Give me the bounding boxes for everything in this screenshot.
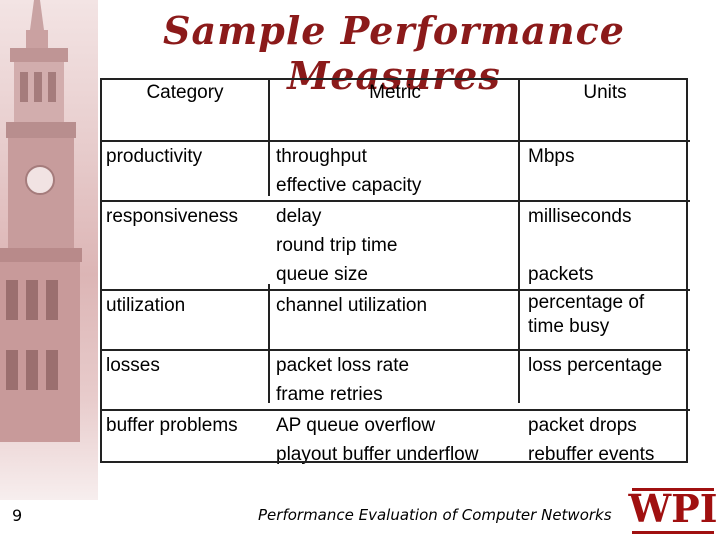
table-row: losses packet loss rate frame retries lo… (100, 349, 690, 410)
metric-cell: packet loss rate frame retries (270, 349, 520, 410)
units-cell: loss percentage (520, 349, 690, 410)
category-cell: responsiveness (100, 200, 270, 290)
units-cell: milliseconds packets (520, 200, 690, 290)
metric-text: throughput (276, 146, 367, 167)
units-cell: percentage of time busy (520, 289, 690, 350)
metric-cell: AP queue overflow playout buffer underfl… (270, 409, 520, 469)
units-text: loss percentage (528, 355, 663, 376)
table-row: productivity throughput effective capaci… (100, 140, 690, 201)
header-metric: Metric (369, 82, 421, 103)
units-cell: packet drops rebuffer events (520, 409, 690, 469)
table-row: buffer problems AP queue overflow playou… (100, 409, 690, 469)
category-cell: buffer problems (100, 409, 270, 469)
units-text: Mbps (528, 146, 575, 167)
header-category: Category (146, 82, 224, 103)
metric-text: round trip time (276, 235, 398, 256)
metric-text: queue size (276, 264, 368, 285)
metric-cell: channel utilization (270, 289, 520, 350)
units-text: percentage of (528, 292, 645, 313)
units-text: milliseconds (528, 206, 632, 227)
slide-title: Sample Performance Measures (163, 8, 625, 98)
category-text: responsiveness (106, 206, 239, 227)
metric-text: packet loss rate (276, 355, 410, 376)
performance-measures-table: Category Metric Units productivity throu… (100, 78, 690, 469)
units-text: rebuffer events (528, 444, 655, 465)
wpi-logo: WPI (628, 486, 718, 536)
page-number: 9 (12, 506, 23, 525)
units-cell: Mbps (520, 140, 690, 201)
metric-text: delay (276, 206, 322, 227)
table-row: utilization channel utilization percenta… (100, 289, 690, 350)
category-text: utilization (106, 295, 186, 316)
logo-text: WPI (628, 486, 718, 531)
category-text: losses (106, 355, 160, 376)
category-cell: losses (100, 349, 270, 410)
table-row: responsiveness delay round trip time que… (100, 200, 690, 290)
metric-text: AP queue overflow (276, 415, 436, 436)
metric-text: frame retries (276, 384, 383, 405)
footer-text: Performance Evaluation of Computer Netwo… (258, 506, 612, 524)
category-text: buffer problems (106, 415, 238, 436)
category-cell: productivity (100, 140, 270, 201)
category-cell: utilization (100, 289, 270, 350)
table-header-row: Category Metric Units (100, 78, 690, 141)
metric-cell: throughput effective capacity (270, 140, 520, 201)
metric-text: channel utilization (276, 295, 428, 316)
units-text: time busy (528, 316, 610, 337)
units-text: packets (528, 264, 594, 285)
units-text: packet drops (528, 415, 637, 436)
metric-cell: delay round trip time queue size (270, 200, 520, 290)
header-units: Units (583, 82, 627, 103)
metric-text: playout buffer underflow (276, 444, 479, 465)
clock-tower-photo (0, 0, 98, 500)
category-text: productivity (106, 146, 203, 167)
metric-text: effective capacity (276, 175, 422, 196)
